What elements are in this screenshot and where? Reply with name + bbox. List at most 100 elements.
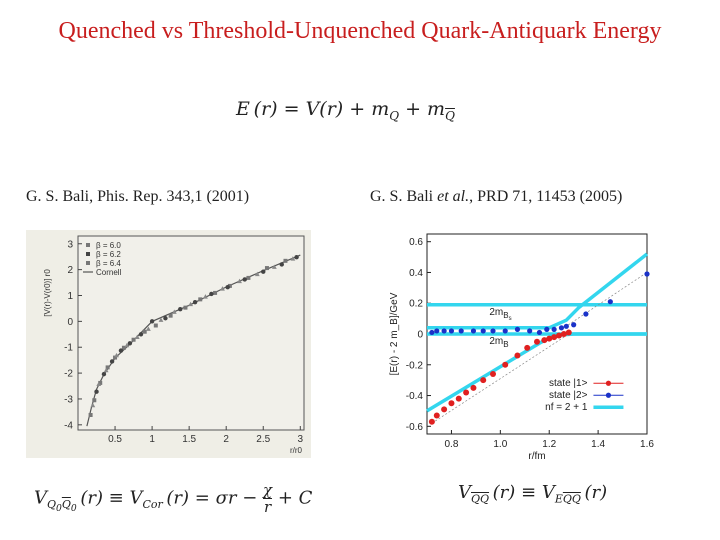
data-point: [261, 269, 266, 274]
data-point: [90, 402, 96, 408]
data-point: [283, 258, 288, 263]
data-point: [101, 371, 107, 377]
state1-point: [565, 329, 572, 336]
data-point: [109, 359, 115, 364]
legend-entry: β = 6.4: [96, 259, 121, 268]
state1-point: [463, 389, 470, 396]
data-point: [198, 297, 203, 302]
band-curve-upper: [427, 252, 649, 330]
data-point: [118, 348, 124, 353]
data-point: [203, 294, 208, 299]
reference-right-journal: , PRD 71, 11453 (2005): [469, 188, 623, 205]
state1-point: [560, 331, 567, 337]
state1-point: [455, 395, 462, 402]
data-point: [149, 319, 155, 324]
data-point: [94, 389, 99, 394]
data-point: [113, 355, 118, 360]
data-point: [220, 286, 225, 291]
unquenched-equation: VQQ (r) ≡ VEQQ (r): [458, 482, 608, 506]
legend-entry: Cornell: [96, 268, 122, 277]
y-tick-label: 0.4: [409, 268, 423, 279]
y-tick-label: 3: [67, 239, 73, 250]
x-tick-label: 0.8: [444, 439, 458, 450]
y-tick-label: 1: [67, 291, 73, 302]
data-point: [279, 262, 284, 267]
data-point: [153, 323, 158, 328]
state2-point: [527, 328, 533, 334]
data-point: [96, 381, 102, 387]
y-tick-label: -0.2: [406, 360, 424, 371]
x-tick-label: 2.5: [256, 434, 270, 445]
state1-point: [524, 344, 531, 351]
y-tick-label: -1: [64, 343, 73, 354]
state2-point: [441, 328, 447, 334]
y-tick-label: -0.6: [406, 422, 424, 433]
data-point: [192, 300, 198, 305]
data-point: [88, 412, 93, 417]
legend-marker: [605, 380, 612, 386]
state2-point: [558, 325, 565, 331]
data-point: [168, 313, 173, 318]
state2-point: [458, 328, 464, 334]
x-tick-label: 1.6: [640, 439, 654, 450]
guide-line: [561, 272, 648, 330]
state2-point: [544, 326, 550, 332]
x-axis-label: r/fm: [528, 451, 545, 462]
x-axis-label: r/r0: [290, 446, 303, 455]
y-tick-label: 0.2: [409, 299, 423, 310]
data-point: [213, 290, 218, 295]
state1-point: [480, 377, 487, 384]
state2-point: [514, 326, 521, 332]
legend-entry: state |1>: [549, 378, 588, 389]
data-point: [188, 301, 194, 307]
data-point: [124, 342, 130, 348]
y-tick-label: -3: [64, 394, 73, 405]
data-point: [171, 309, 177, 314]
state1-point: [551, 334, 558, 341]
data-point: [242, 277, 247, 282]
state2-point: [502, 328, 508, 334]
state1-point: [441, 406, 448, 413]
y-tick-label: -0.4: [406, 391, 424, 402]
data-point: [271, 264, 277, 269]
x-tick-label: 1: [149, 434, 155, 445]
state1-point: [502, 361, 509, 368]
state2-point: [490, 328, 496, 334]
data-point: [121, 345, 126, 350]
state2-point: [571, 322, 577, 328]
data-point: [246, 275, 251, 280]
y-tick-label: 2: [67, 265, 73, 276]
state1-point: [556, 332, 562, 339]
state2-point: [434, 328, 440, 334]
legend-marker: [86, 252, 90, 256]
reference-right-authors: G. S. Bali: [370, 188, 438, 205]
state2-point: [470, 328, 477, 334]
guide-line: [431, 333, 569, 424]
data-point: [103, 367, 109, 373]
data-point: [105, 365, 110, 370]
reference-left: G. S. Bali, Phis. Rep. 343,1 (2001): [26, 188, 250, 205]
data-point: [114, 352, 119, 358]
annotation-label: 2mBs: [489, 307, 511, 322]
state1-point: [448, 400, 455, 407]
data-point: [183, 305, 188, 310]
unquenched-energy-chart: 0.8 1.0 1.2 1.4 1.6 -0.6 -0.4 -0.2 0 0.2 0.4 0.6 r/f…: [389, 233, 654, 462]
quenched-potential-chart: 0.5 1 1.5 2 2.5 3-4-3-2-10123r/r0[V(r)-V(r0)]…: [26, 230, 311, 458]
energy-equation: E (r) = V(r) + mQ + mQ: [236, 98, 455, 123]
legend-marker: [86, 261, 90, 265]
data-point: [178, 307, 183, 312]
state2-point: [480, 328, 486, 334]
x-tick-label: 1.4: [591, 439, 605, 450]
y-axis-label: [E(r) - 2 m_B]/GeV: [389, 292, 400, 375]
data-point: [163, 316, 168, 321]
data-point: [158, 317, 164, 322]
reference-right-etal: et al.: [437, 188, 470, 205]
x-tick-label: 1.2: [542, 439, 556, 450]
state2-point: [607, 299, 613, 305]
y-tick-label: 0: [67, 317, 73, 328]
x-tick-label: 2: [223, 434, 229, 445]
data-point: [145, 326, 151, 331]
data-point: [290, 256, 296, 261]
slide-title: Quenched vs Threshold-Unquenched Quark-A…: [58, 18, 662, 44]
